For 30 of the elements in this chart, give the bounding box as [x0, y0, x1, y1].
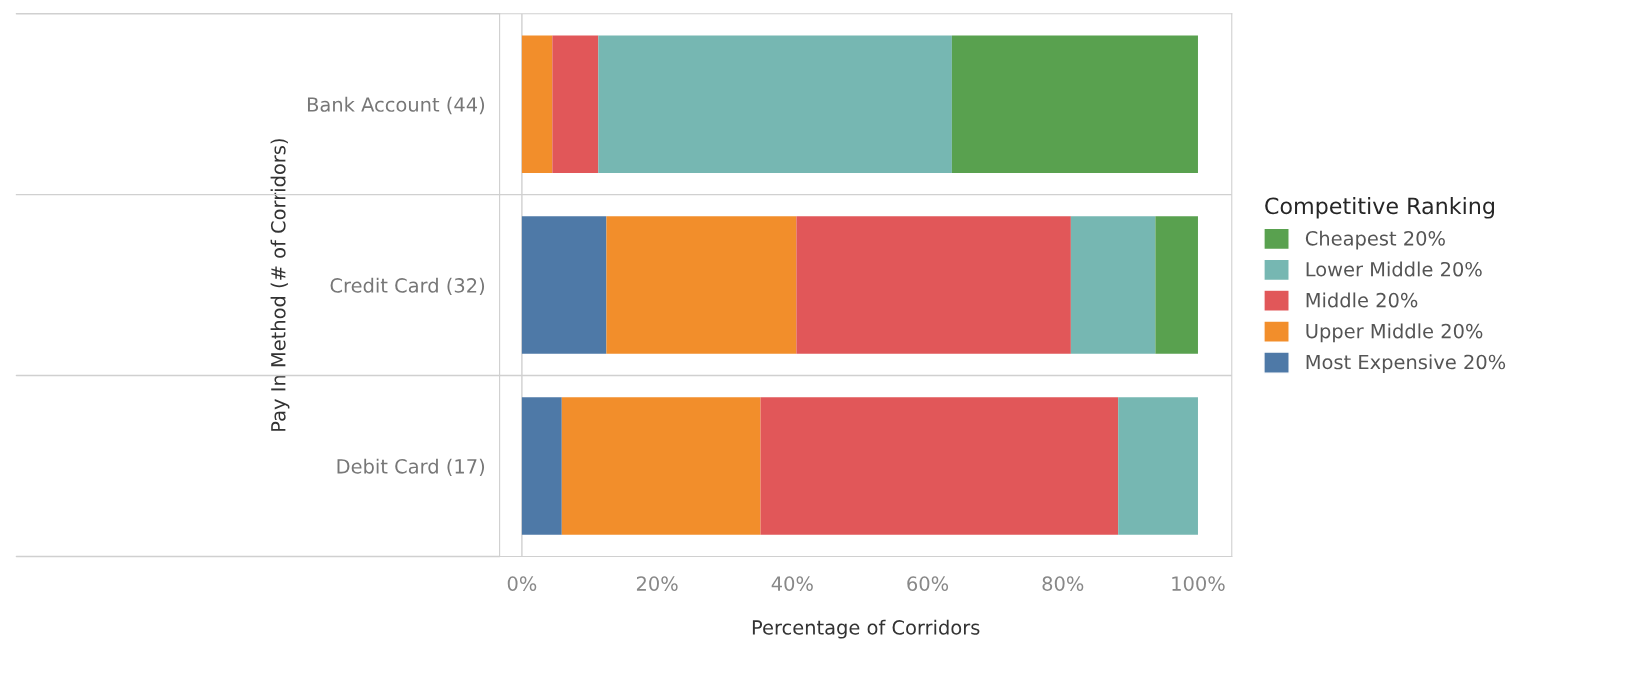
bar: [796, 216, 1071, 354]
x-tick-label: 60%: [907, 576, 949, 591]
bar: [951, 35, 1198, 173]
legend-label: Cheapest 20%: [1305, 230, 1445, 250]
x-axis-title: Percentage of Corridors: [752, 619, 980, 639]
x-tick-label: 100%: [1172, 576, 1225, 591]
legend-label: Upper Middle 20%: [1306, 323, 1483, 343]
x-tick-label: 20%: [636, 576, 678, 591]
bar: [521, 397, 562, 535]
bar: [1070, 216, 1156, 354]
bar: [552, 35, 599, 173]
x-tick-label: 80%: [1042, 576, 1084, 591]
bar: [760, 397, 1119, 535]
legend-label: Middle 20%: [1306, 292, 1418, 308]
bar: [1155, 216, 1198, 354]
bar: [521, 216, 607, 354]
y-axis-title: Pay In Method (# of Corridors): [270, 139, 290, 431]
y-tick-label: Bank Account (44): [307, 96, 485, 115]
legend-label: Lower Middle 20%: [1306, 261, 1482, 277]
legend-label: Most Expensive 20%: [1306, 354, 1506, 374]
x-tick-label: 0%: [507, 576, 537, 591]
bar: [1118, 397, 1198, 535]
x-tick-label: 40%: [771, 576, 813, 591]
bar: [521, 35, 553, 173]
bar: [598, 35, 952, 173]
legend-title: Competitive Ranking: [1265, 197, 1494, 219]
y-tick-label: Credit Card (32): [330, 277, 485, 296]
bar: [561, 397, 761, 535]
y-tick-label: Debit Card (17): [337, 458, 485, 476]
bar: [606, 216, 797, 354]
